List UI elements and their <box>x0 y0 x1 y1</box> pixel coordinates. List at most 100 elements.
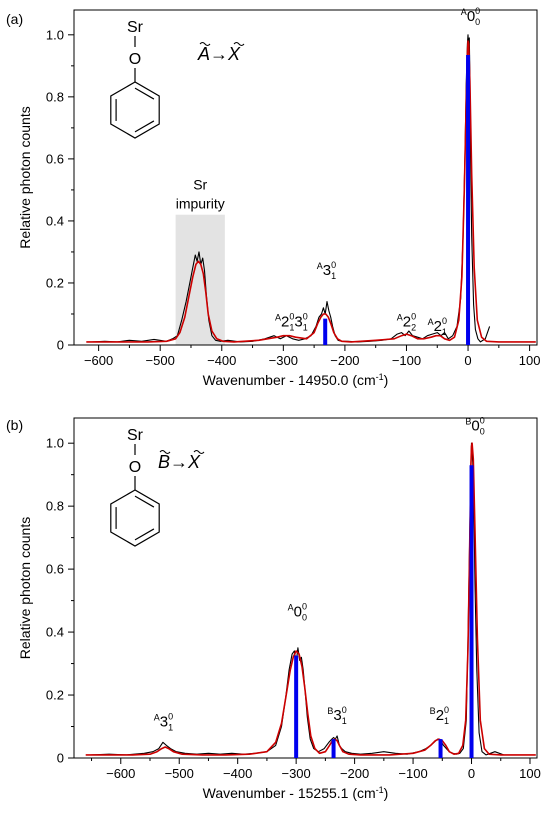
molecule-sr-atom: Sr <box>127 427 144 444</box>
molecule-sr-atom: Sr <box>127 19 144 36</box>
peak-label-prefix: B <box>327 706 333 716</box>
peak-label-sub: 1 <box>342 716 347 726</box>
x-tick-label: −100 <box>392 353 421 368</box>
x-axis-label: Wavenumber - 15255.1 (cm-1) <box>203 785 389 801</box>
tilde-mark <box>193 450 205 454</box>
peak-label-sup: 0 <box>475 6 480 16</box>
x-tick-label: −600 <box>106 766 135 781</box>
x-tick-label: −400 <box>223 766 252 781</box>
peak-label: A310 <box>154 712 173 733</box>
x-tick-label: −300 <box>269 353 298 368</box>
y-axis-label: Relative photon counts <box>17 106 33 248</box>
series-simulation <box>85 442 536 756</box>
peak-label-sup: 0 <box>342 705 347 715</box>
y-tick-label: 0.2 <box>46 275 64 290</box>
peak-label: A000 <box>288 601 307 622</box>
peak-label-main: 2 <box>436 707 444 724</box>
peak-label-prefix: A <box>428 317 434 327</box>
peak-label-prefix: A <box>317 261 323 271</box>
x-tick-label: −300 <box>281 766 310 781</box>
peak-label: A000 <box>461 6 480 27</box>
tilde-mark <box>233 42 245 46</box>
peak-label-sub: 0 <box>475 17 480 27</box>
transition-upper-state: A <box>197 44 210 64</box>
peak-label-main: 0 <box>471 418 479 435</box>
peak-label-main: 2 <box>403 313 411 330</box>
peak-label-prefix: A <box>154 713 160 723</box>
x-tick-label: −200 <box>340 766 369 781</box>
y-tick-label: 0.6 <box>46 151 64 166</box>
x-tick-label: 100 <box>519 353 541 368</box>
peak-label-sub: 1 <box>331 271 336 281</box>
x-tick-label: −500 <box>146 353 175 368</box>
series-simulation <box>86 40 536 343</box>
peak-label-sup: 0 <box>168 712 173 722</box>
x-tick-label: −100 <box>398 766 427 781</box>
transition-arrow: → <box>210 44 228 64</box>
peak-label-sup: 0 <box>480 416 485 426</box>
tilde-mark <box>199 42 211 46</box>
series-experimental <box>92 34 491 343</box>
peak-label-sup: 0 <box>289 311 294 321</box>
peak-label-main: 2 <box>281 313 289 330</box>
y-tick-label: 0 <box>57 751 64 766</box>
impurity-label-line2: impurity <box>176 196 225 212</box>
peak-label-sub: 0 <box>480 427 485 437</box>
peak-label-sup: 0 <box>302 601 307 611</box>
peak-label: B310 <box>327 705 346 726</box>
y-tick-label: 0.4 <box>46 213 64 228</box>
y-tick-label: 0.2 <box>46 688 64 703</box>
x-tick-label: −500 <box>165 766 194 781</box>
y-tick-label: 1.0 <box>46 27 64 42</box>
peak-label-sub: 2 <box>411 322 416 332</box>
peak-label-main: 0 <box>467 8 475 25</box>
transition-upper-state: B <box>158 452 170 472</box>
y-axis-label: Relative photon counts <box>17 517 33 659</box>
x-tick-label: 100 <box>519 766 541 781</box>
axes-frame <box>73 9 538 346</box>
x-tick-label: −400 <box>207 353 236 368</box>
molecule-double-bond <box>134 528 155 541</box>
impurity-region <box>175 214 225 345</box>
tilde-mark <box>159 450 171 454</box>
molecule-double-bond <box>134 87 155 100</box>
peak-label-sup: 0 <box>303 311 308 321</box>
peak-label-main: 3 <box>294 313 302 330</box>
peak-label-sup: 0 <box>411 311 416 321</box>
panel-label: (b) <box>6 417 23 433</box>
peak-label-main: 0 <box>294 603 302 620</box>
panel-b: (b)−600 −500 −400 −300 −200 −100 0 10000.20.40.… <box>6 416 541 801</box>
impurity-label-line1: Sr <box>193 177 207 193</box>
x-axis-label-close: ) <box>384 372 389 388</box>
peak-label: B000 <box>465 416 484 437</box>
peak-label: A210 <box>428 316 447 337</box>
x-tick-label: 0 <box>468 766 475 781</box>
x-axis-label-close: ) <box>384 785 389 801</box>
x-axis-label-text: Wavenumber - 14950.0 (cm <box>203 372 376 388</box>
peak-label-main: 3 <box>333 707 341 724</box>
x-axis-label-unit: -1 <box>376 372 384 382</box>
panel-label: (a) <box>6 11 23 27</box>
peak-label-sub: 1 <box>442 327 447 337</box>
molecule-benzene-ring <box>110 81 160 139</box>
molecule-double-bond <box>134 120 155 133</box>
y-tick-label: 1.0 <box>46 436 64 451</box>
x-axis-label-unit: -1 <box>376 785 384 795</box>
peak-label: A310 <box>317 260 336 281</box>
peak-label-prefix: A <box>275 312 281 322</box>
y-tick-label: 0 <box>57 338 64 353</box>
transition-label: B→X <box>158 452 201 472</box>
peak-label: A220 <box>397 311 416 332</box>
peak-label-prefix: B <box>430 706 436 716</box>
transition-arrow: → <box>170 452 188 472</box>
y-tick-label: 0.6 <box>46 562 64 577</box>
y-tick-label: 0.8 <box>46 499 64 514</box>
molecule-o-atom: O <box>129 51 141 68</box>
x-tick-label: −200 <box>330 353 359 368</box>
y-tick-label: 0.4 <box>46 625 64 640</box>
peak-label-prefix: A <box>461 7 467 17</box>
axes-frame <box>73 417 538 759</box>
transition-lower-state: X <box>227 44 241 64</box>
x-tick-label: 0 <box>464 353 471 368</box>
